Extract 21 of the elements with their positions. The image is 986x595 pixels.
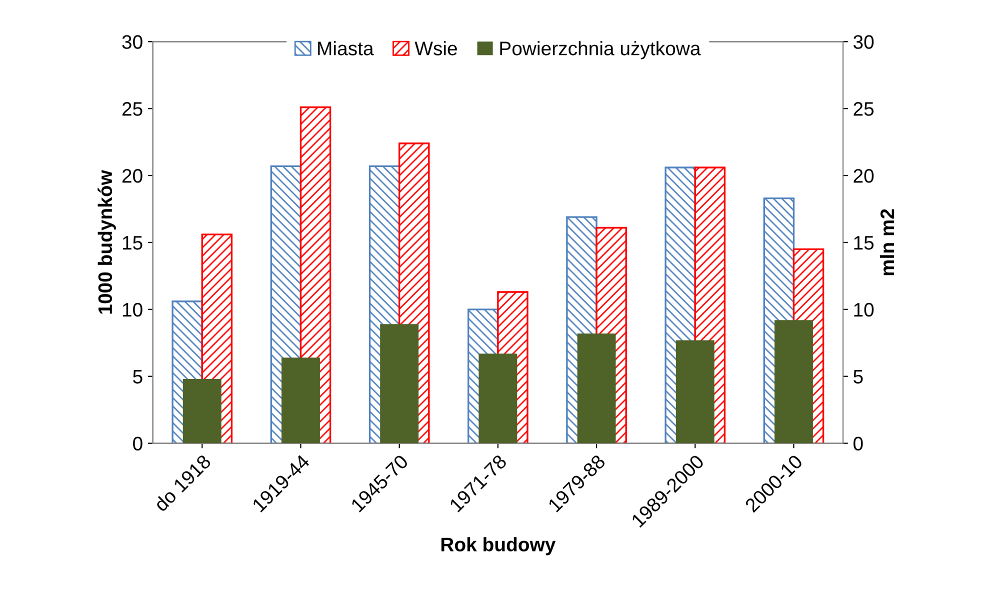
y-tick-label: 20 — [122, 168, 142, 183]
y2-tick-label: 20 — [854, 168, 874, 183]
y2-tick-label: 0 — [854, 436, 863, 451]
y2-tick-label: 15 — [854, 236, 874, 250]
y-axis-title: 1000 budynków — [98, 170, 116, 314]
legend-label: Miasta — [318, 41, 374, 56]
y-tick-label: 15 — [122, 236, 142, 250]
bar — [282, 358, 320, 444]
y-tick-label: 10 — [122, 302, 142, 317]
y-tick-label: 30 — [122, 35, 142, 49]
y2-tick-label: 25 — [854, 102, 874, 116]
legend-label: Wsie — [414, 41, 457, 56]
y-tick-label: 0 — [133, 436, 142, 451]
y2-axis-title: mln m2 — [880, 209, 894, 276]
y-tick-label: 5 — [133, 370, 142, 384]
x-axis-title: Rok budowy — [441, 537, 556, 556]
legend-label: Powierzchnia użytkowa — [500, 41, 701, 60]
y2-tick-label: 5 — [854, 370, 863, 384]
y-tick-label: 25 — [122, 102, 142, 116]
y2-tick-label: 30 — [853, 35, 874, 49]
y2-tick-label: 10 — [854, 302, 874, 317]
